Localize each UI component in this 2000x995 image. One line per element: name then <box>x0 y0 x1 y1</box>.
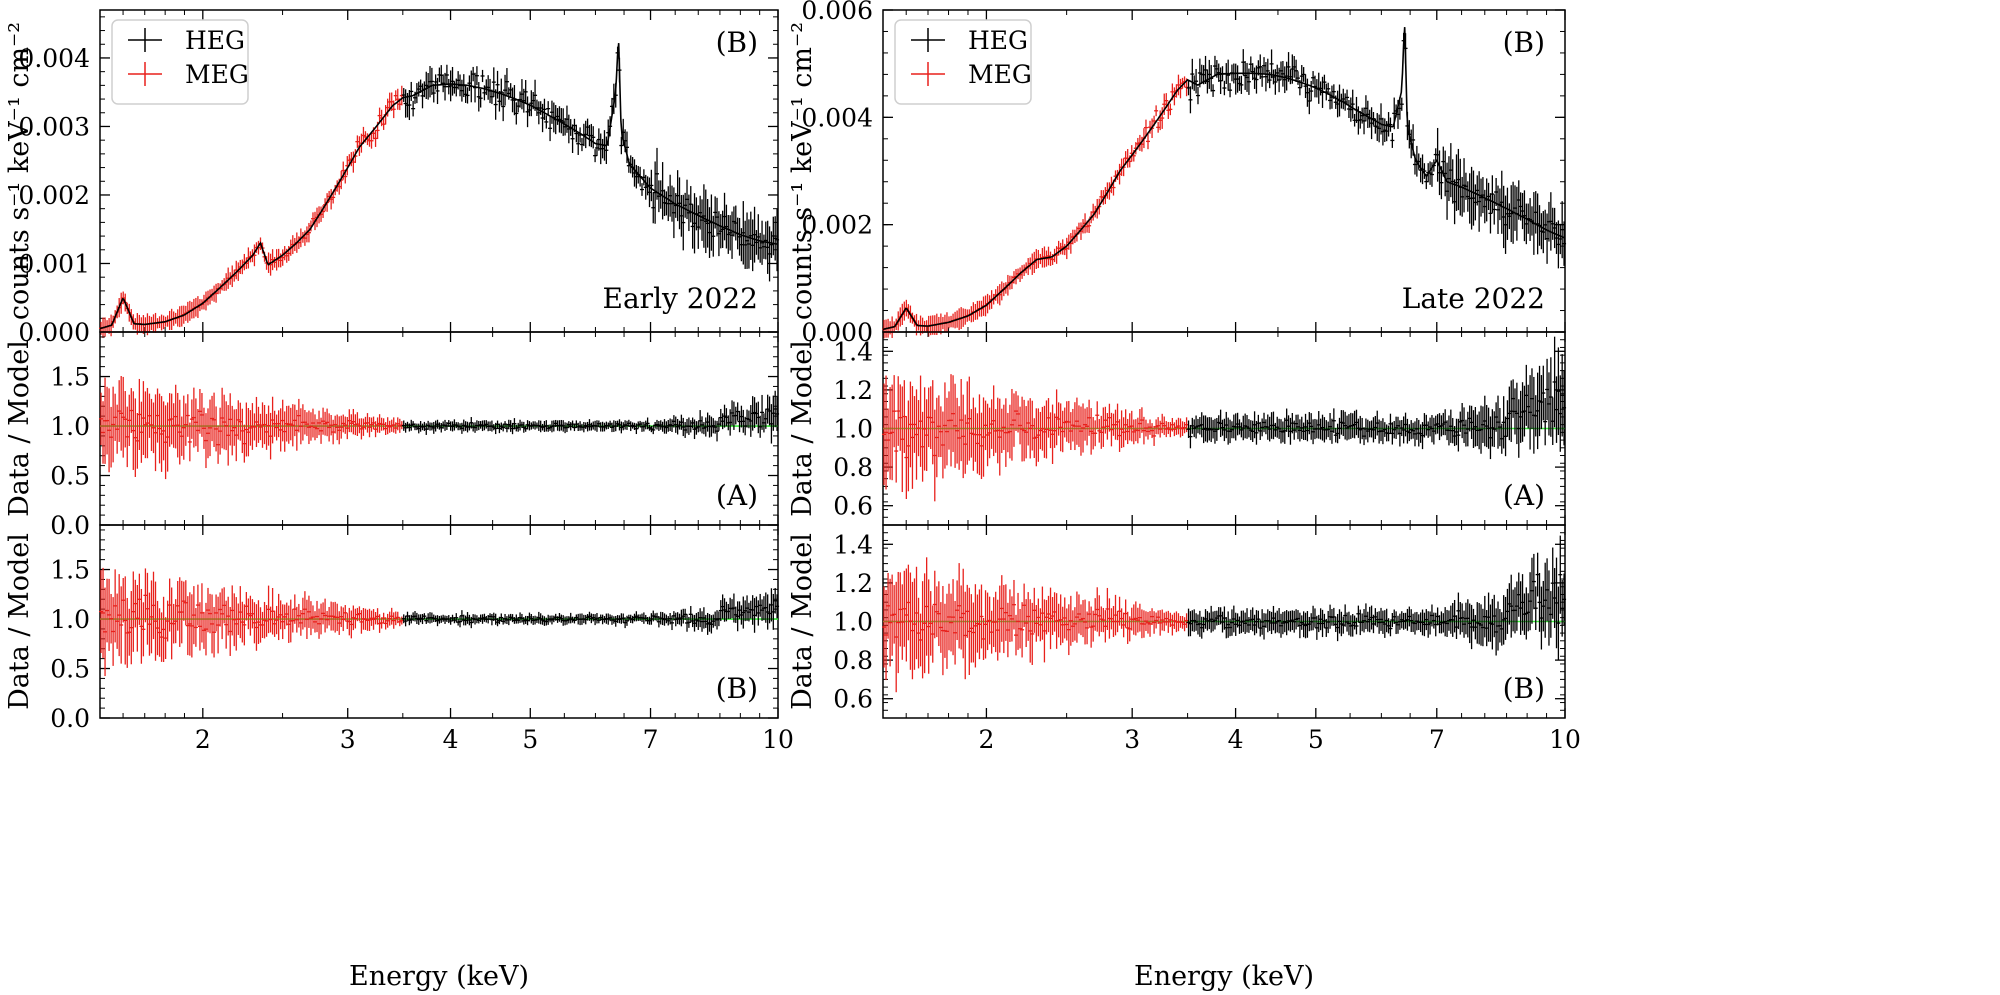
legend-frame <box>111 19 249 105</box>
y-tick-label: 0.5 <box>50 462 90 491</box>
y-tick-label: 0.0 <box>50 511 90 540</box>
y-tick-label: 0.003 <box>18 112 90 141</box>
x-tick-label: 3 <box>1124 725 1140 754</box>
x-axis-label: Energy (keV) <box>349 961 529 992</box>
y-tick-label: 0.0 <box>50 704 90 733</box>
y-tick-label: 1.2 <box>833 376 873 405</box>
y-tick-label: 1.0 <box>50 412 90 441</box>
y-tick-label: 1.0 <box>833 608 873 637</box>
x-tick-label: 7 <box>643 725 659 754</box>
x-tick-label: 5 <box>1308 725 1324 754</box>
y-axis-label: Data / Model <box>4 340 35 517</box>
residual-annotation: (B) <box>1503 672 1545 705</box>
y-tick-label: 1.4 <box>833 337 873 366</box>
y-tick-label: 1.5 <box>50 363 90 392</box>
residual-axes-b: 0.0 0.5 1.0 1.5 2 3 4 5 7 10 Data / Model (B) <box>4 524 794 754</box>
y-tick-label: 1.2 <box>833 569 873 598</box>
residual-axes-b: 0.6 0.8 1.0 1.2 1.4 2 3 4 5 7 10 Data / Model (B) <box>787 524 1581 754</box>
model-curve <box>882 27 1566 331</box>
y-tick-label: 0.001 <box>18 249 90 278</box>
y-tick-label: 0.006 <box>801 0 873 25</box>
y-tick-label: 1.4 <box>833 530 873 559</box>
legend-label-heg: HEG <box>968 26 1028 55</box>
residual-annotation: (B) <box>716 672 758 705</box>
x-tick-label: 7 <box>1429 725 1445 754</box>
y-axis-label: counts s⁻¹ keV⁻¹ cm⁻² <box>787 22 818 320</box>
x-tick-label: 4 <box>443 725 459 754</box>
y-axis-label: Data / Model <box>4 533 35 710</box>
x-tick-label: 3 <box>340 725 356 754</box>
axes-frame <box>99 524 779 719</box>
legend: HEG MEG <box>111 19 249 105</box>
epoch-label: Late 2022 <box>1402 282 1545 315</box>
legend-frame <box>894 19 1032 105</box>
y-tick-label: 0.8 <box>833 646 873 675</box>
y-tick-label: 0.004 <box>18 44 90 73</box>
x-tick-label: 2 <box>195 725 211 754</box>
x-tick-label: 10 <box>1549 725 1581 754</box>
y-tick-label: 1.0 <box>50 605 90 634</box>
y-axis-label: Data / Model <box>787 533 818 710</box>
y-tick-label: 0.6 <box>833 492 873 521</box>
model-curve <box>99 43 779 330</box>
legend-label-meg: MEG <box>185 60 249 89</box>
legend-label-meg: MEG <box>968 60 1032 89</box>
epoch-label: Early 2022 <box>603 282 758 315</box>
y-tick-label: 1.5 <box>50 556 90 585</box>
legend: HEG MEG <box>894 19 1032 105</box>
residual-axes-a: 0.6 0.8 1.0 1.2 1.4 Data / Model (A) <box>787 331 1567 526</box>
x-tick-label: 2 <box>978 725 994 754</box>
residual-annotation: (A) <box>716 479 758 512</box>
y-tick-label: 0.5 <box>50 655 90 684</box>
panel-annotation: (B) <box>1503 26 1545 59</box>
x-tick-label: 10 <box>762 725 794 754</box>
y-tick-label: 0.002 <box>18 181 90 210</box>
y-tick-label: 0.002 <box>801 211 873 240</box>
y-tick-label: 0.000 <box>801 318 873 347</box>
y-tick-label: 0.000 <box>18 318 90 347</box>
x-tick-label: 5 <box>522 725 538 754</box>
y-axis-label: Data / Model <box>787 340 818 517</box>
x-tick-label: 4 <box>1228 725 1244 754</box>
y-tick-label: 0.8 <box>833 453 873 482</box>
residual-annotation: (A) <box>1503 479 1545 512</box>
x-axis-label: Energy (keV) <box>1134 961 1314 992</box>
y-axis-label: counts s⁻¹ keV⁻¹ cm⁻² <box>4 22 35 320</box>
y-tick-label: 0.004 <box>801 103 873 132</box>
residual-axes-a: 0.0 0.5 1.0 1.5 Data / Model (A) <box>4 331 780 540</box>
y-tick-label: 0.6 <box>833 685 873 714</box>
legend-label-heg: HEG <box>185 26 245 55</box>
y-tick-label: 1.0 <box>833 415 873 444</box>
panel-annotation: (B) <box>716 26 758 59</box>
